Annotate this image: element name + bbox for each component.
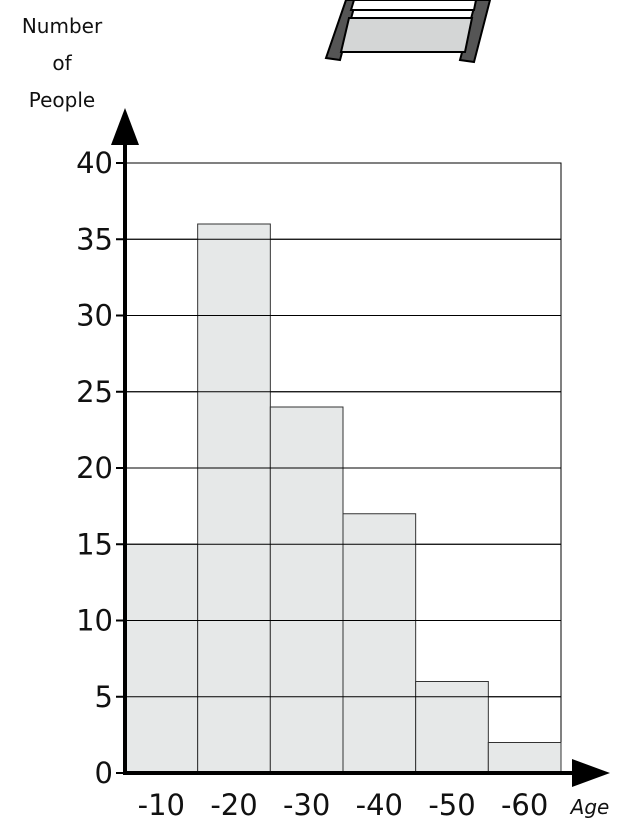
bar--50 [415, 681, 489, 774]
ladder-rung-shaded [339, 17, 474, 53]
y-tick-label-20: 20 [76, 451, 113, 485]
x-tick-label--10: -10 [138, 788, 185, 822]
y-tick-label-10: 10 [76, 604, 113, 638]
y-axis-title-line3: People [29, 88, 95, 112]
ladder-left-rail [324, 0, 358, 62]
y-tick-label-35: 35 [76, 222, 113, 256]
y-tick-label-25: 25 [76, 375, 113, 409]
x-tick-label--30: -30 [283, 788, 330, 822]
x-tick-label--40: -40 [356, 788, 403, 822]
y-tick-label-40: 40 [76, 146, 113, 180]
x-axis-arrow [572, 759, 610, 787]
y-axis-title-line1: Number [22, 14, 103, 38]
y-tick-label-30: 30 [76, 299, 113, 333]
y-tick-label-15: 15 [76, 527, 113, 561]
x-tick-label--50: -50 [428, 788, 475, 822]
ladder-rung-top [349, 0, 478, 11]
bar--30 [269, 406, 344, 774]
y-tick-label-5: 5 [95, 680, 113, 714]
y-tick-label-0: 0 [95, 756, 113, 790]
y-axis-title-line2: of [52, 51, 72, 75]
bar--20 [197, 223, 271, 774]
bar--40 [342, 513, 417, 774]
x-tick-label--20: -20 [210, 788, 257, 822]
bar--10 [124, 543, 199, 774]
y-axis-arrow [111, 108, 139, 145]
bar--60 [487, 742, 562, 774]
x-axis-title: Age [569, 795, 610, 819]
ladder-illustration [324, 0, 492, 64]
x-tick-label--60: -60 [501, 788, 548, 822]
